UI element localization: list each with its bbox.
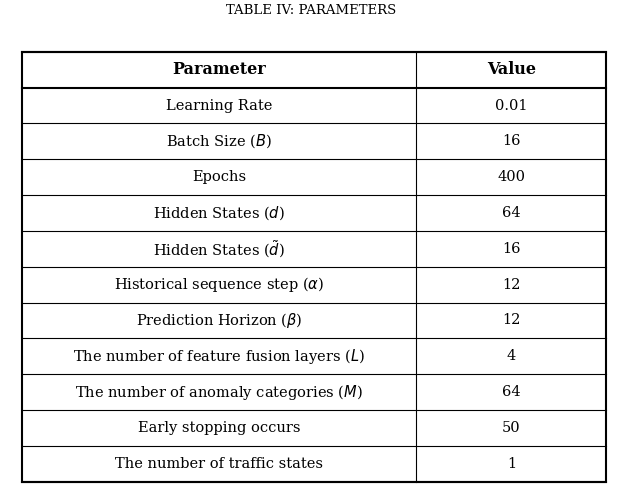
Text: Historical sequence step ($\alpha$): Historical sequence step ($\alpha$) [114,275,324,294]
Text: 50: 50 [502,421,521,435]
Text: Value: Value [487,61,536,78]
Bar [22,52,606,482]
Text: 4: 4 [507,349,516,363]
Text: 0.01: 0.01 [495,99,527,113]
Text: 12: 12 [502,278,521,291]
Text: Parameter: Parameter [172,61,266,78]
Text: 64: 64 [502,385,521,399]
Text: Hidden States ($d$): Hidden States ($d$) [153,204,285,222]
Text: Prediction Horizon ($\beta$): Prediction Horizon ($\beta$) [136,311,302,330]
Text: 16: 16 [502,242,521,256]
Text: Early stopping occurs: Early stopping occurs [138,421,300,435]
Text: The number of feature fusion layers ($L$): The number of feature fusion layers ($L$… [73,347,365,366]
Text: 16: 16 [502,134,521,148]
Text: Epochs: Epochs [192,170,246,184]
Text: Learning Rate: Learning Rate [166,99,272,113]
Text: TABLE IV: PARAMETERS: TABLE IV: PARAMETERS [226,4,396,17]
Text: The number of anomaly categories ($M$): The number of anomaly categories ($M$) [75,383,363,402]
Text: 1: 1 [507,457,516,471]
Text: 64: 64 [502,206,521,220]
Text: 400: 400 [498,170,526,184]
Text: 12: 12 [502,314,521,328]
Text: Batch Size ($B$): Batch Size ($B$) [166,132,272,150]
Text: Hidden States ($\tilde{d}$): Hidden States ($\tilde{d}$) [153,238,285,260]
Text: The number of traffic states: The number of traffic states [115,457,323,471]
